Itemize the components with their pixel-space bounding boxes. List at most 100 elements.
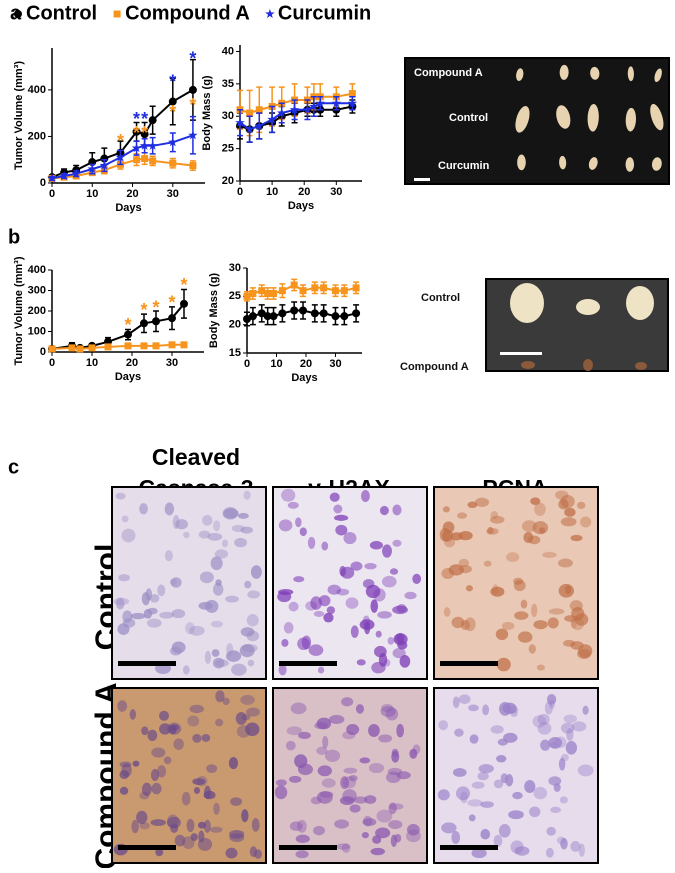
marker	[248, 312, 257, 321]
cell	[143, 608, 153, 619]
y-tick-label: 200	[28, 305, 46, 317]
cell	[295, 850, 309, 859]
significance: *	[141, 109, 148, 129]
cell	[204, 785, 211, 800]
marker	[289, 104, 300, 114]
tumor	[626, 286, 654, 320]
cell	[343, 767, 358, 774]
cell	[169, 578, 178, 586]
cell	[246, 614, 259, 627]
cell	[530, 497, 541, 506]
cell	[404, 591, 417, 600]
marker	[299, 306, 308, 315]
cell	[389, 803, 404, 810]
cell	[246, 707, 261, 717]
tumor	[559, 64, 569, 80]
cell	[170, 577, 182, 588]
cell	[210, 620, 223, 628]
cell	[482, 704, 490, 716]
cell	[139, 503, 148, 515]
legend-marker	[14, 10, 22, 18]
x-tick-label: 0	[244, 358, 250, 370]
cell	[198, 830, 205, 843]
x-axis-title: Days	[291, 372, 317, 384]
cell	[212, 582, 224, 596]
x-tick-label: 0	[49, 357, 55, 369]
y-tick-label: 35	[222, 78, 234, 90]
y-tick-label: 0	[40, 346, 46, 358]
marker	[299, 287, 307, 295]
marker	[148, 116, 157, 125]
y-tick-label: 0	[40, 177, 46, 189]
cell	[297, 763, 313, 776]
cell	[496, 754, 507, 763]
cell	[281, 488, 296, 502]
cell	[328, 714, 345, 724]
cell	[464, 617, 476, 632]
cell	[387, 636, 395, 645]
cell	[497, 738, 508, 746]
cell	[558, 757, 566, 771]
cell	[327, 584, 342, 595]
marker	[347, 98, 358, 108]
cell	[339, 796, 355, 806]
marker	[270, 290, 278, 297]
significance: *	[133, 123, 140, 143]
tumor-samples	[515, 64, 664, 172]
tumor	[576, 299, 600, 315]
marker	[168, 97, 177, 106]
cell	[377, 611, 392, 619]
cell	[540, 739, 551, 751]
cell	[204, 650, 212, 664]
marker	[258, 287, 266, 295]
tumor-samples	[510, 283, 654, 371]
cell	[283, 621, 294, 634]
cell	[467, 799, 483, 807]
cell	[452, 696, 460, 708]
y-tick-label: 200	[28, 130, 46, 142]
tumor	[559, 155, 567, 170]
scale-bar	[440, 845, 498, 850]
cell	[221, 539, 229, 548]
cell	[237, 512, 249, 519]
significance: *	[141, 123, 148, 143]
cell	[493, 779, 504, 789]
tumor	[635, 362, 647, 370]
cell	[319, 791, 334, 798]
marker	[310, 309, 319, 318]
cell	[477, 771, 489, 781]
cell	[566, 728, 574, 741]
cell	[297, 819, 307, 833]
cell	[222, 697, 230, 706]
marker	[340, 287, 348, 295]
cell	[115, 492, 126, 500]
cell	[345, 597, 359, 609]
cell	[198, 601, 213, 610]
significance: *	[133, 109, 140, 129]
cell	[548, 776, 562, 786]
cell	[189, 625, 205, 636]
cell	[576, 501, 586, 510]
cell	[285, 740, 296, 751]
cell	[392, 504, 402, 516]
cell	[577, 764, 594, 777]
cell	[523, 532, 534, 543]
cell	[370, 847, 385, 856]
cell	[499, 702, 512, 716]
marker	[152, 317, 160, 326]
marker	[249, 290, 257, 297]
tumor	[583, 359, 593, 371]
marker	[152, 342, 160, 350]
panel-label: c	[8, 456, 19, 478]
cell	[510, 709, 518, 717]
cell	[247, 590, 261, 599]
cell	[397, 640, 408, 650]
x-axis-title: Days	[115, 371, 141, 383]
cell	[307, 536, 316, 549]
scale-bar	[118, 845, 176, 850]
cell	[553, 783, 561, 792]
scale-bar	[414, 178, 430, 181]
marker	[124, 330, 132, 339]
cell	[510, 840, 524, 854]
cell	[392, 539, 402, 547]
